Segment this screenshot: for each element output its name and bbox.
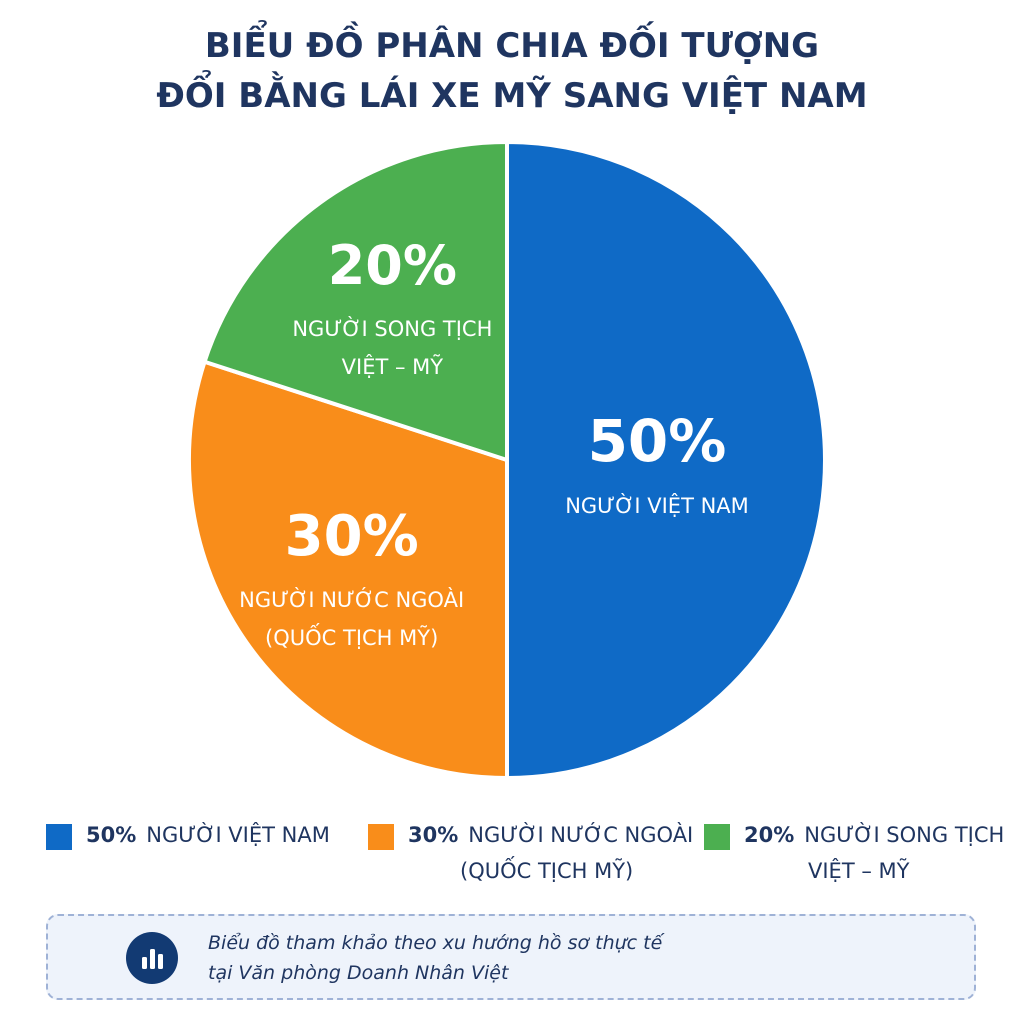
legend-pct-dual-citizen: 20%	[744, 823, 795, 847]
source-note-box: Biểu đồ tham khảo theo xu hướng hồ sơ th…	[46, 914, 976, 1000]
chart-title-line-1: BIỂU ĐỒ PHÂN CHIA ĐỐI TƯỢNG	[204, 26, 820, 66]
legend-label-foreigner-line-2: (QUỐC TỊCH MỸ)	[460, 859, 634, 883]
source-note-line-2: tại Văn phòng Doanh Nhân Việt	[208, 962, 509, 984]
pie-chart: 50% NGƯỜI VIỆT NAM 30% NGƯỜI NƯỚC NGOÀI (QUỐ…	[187, 140, 827, 780]
slice-text-label-vietnamese-1: NGƯỜI VIỆT NAM	[565, 493, 749, 518]
pie-slice-foreigner	[187, 359, 509, 780]
legend-label-vietnamese: NGƯỜI VIỆT NAM	[146, 823, 330, 847]
slice-pct-label-foreigner: 30%	[285, 504, 419, 569]
legend-label-foreigner: NGƯỜI NƯỚC NGOÀI	[468, 823, 694, 847]
pie-slice-vietnamese	[505, 140, 827, 780]
slice-text-label-dual-citizen-2: VIỆT – MỸ	[342, 353, 444, 379]
slice-text-label-dual-citizen-1: NGƯỜI SONG TỊCH	[292, 316, 492, 341]
pie-slice-dual-citizen	[202, 140, 509, 462]
slice-text-label-foreigner-1: NGƯỜI NƯỚC NGOÀI	[239, 587, 464, 612]
slice-pct-label-dual-citizen: 20%	[328, 234, 457, 297]
slice-text-label-foreigner-2: (QUỐC TỊCH MỸ)	[265, 622, 438, 650]
chart-title-line-2: ĐỔI BẰNG LÁI XE MỸ SANG VIỆT NAM	[156, 76, 868, 116]
legend-label-dual-citizen-line-2: VIỆT – MỸ	[808, 859, 910, 883]
legend-swatch-foreigner	[368, 824, 394, 850]
source-note-line-1: Biểu đồ tham khảo theo xu hướng hồ sơ th…	[208, 932, 663, 954]
legend-pct-foreigner: 30%	[408, 823, 459, 847]
slice-pct-label-vietnamese: 50%	[588, 407, 727, 475]
legend-label-dual-citizen: NGƯỜI SONG TỊCH	[804, 823, 1005, 847]
legend-pct-vietnamese: 50%	[86, 823, 137, 847]
legend-swatch-dual-citizen	[704, 824, 730, 850]
legend-swatch-vietnamese	[46, 824, 72, 850]
bar-chart-icon	[126, 932, 178, 984]
